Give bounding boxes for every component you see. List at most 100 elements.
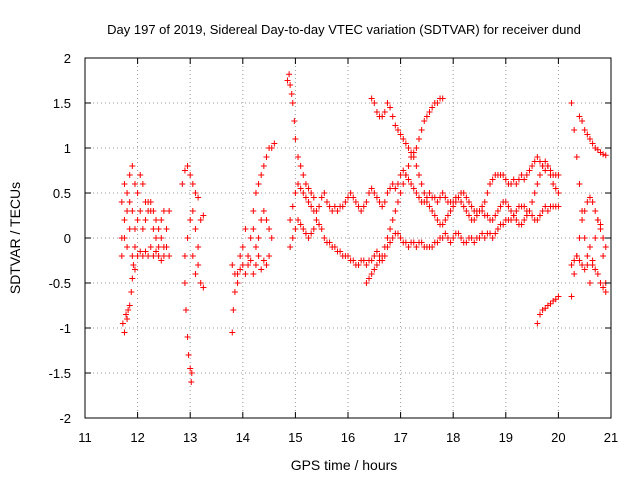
data-point	[387, 185, 394, 192]
data-point	[536, 158, 543, 165]
data-point	[255, 253, 262, 259]
data-point	[305, 235, 312, 241]
data-point	[581, 235, 588, 241]
data-point	[192, 190, 199, 196]
data-point	[465, 199, 472, 205]
data-point	[455, 194, 462, 201]
data-point	[402, 239, 409, 246]
data-point	[447, 208, 454, 214]
data-point	[255, 235, 262, 241]
data-point	[460, 203, 467, 210]
data-point	[600, 151, 607, 158]
data-point	[434, 239, 441, 246]
data-point	[284, 77, 291, 84]
data-point	[160, 253, 167, 259]
data-point	[252, 262, 259, 268]
data-point	[129, 163, 136, 169]
data-point	[258, 266, 265, 273]
data-point	[468, 203, 475, 210]
data-point	[289, 203, 296, 210]
data-point	[160, 208, 167, 214]
data-point	[139, 181, 146, 187]
data-point	[379, 203, 386, 210]
data-point	[529, 199, 536, 205]
data-point	[600, 284, 607, 291]
data-point	[576, 113, 583, 120]
data-point	[468, 235, 475, 241]
data-point	[529, 212, 536, 219]
data-point	[523, 172, 530, 178]
data-point	[489, 217, 496, 223]
data-point	[387, 239, 394, 246]
data-point	[286, 71, 293, 78]
data-point	[589, 199, 596, 205]
data-point	[536, 172, 543, 178]
data-point	[150, 253, 157, 259]
data-point	[421, 190, 428, 196]
data-point	[316, 203, 323, 210]
data-point	[337, 248, 344, 255]
data-point	[297, 221, 304, 228]
data-point	[542, 167, 549, 174]
data-point	[292, 226, 299, 232]
data-point	[242, 226, 249, 232]
y-tick-label: -1	[59, 321, 71, 336]
data-point	[410, 239, 417, 246]
data-point	[584, 131, 591, 138]
data-point	[389, 113, 396, 120]
data-point	[531, 158, 538, 165]
data-point	[394, 127, 401, 133]
data-point	[376, 257, 383, 264]
data-point	[139, 226, 146, 232]
data-point	[579, 262, 586, 268]
data-point	[500, 172, 507, 178]
data-point	[484, 212, 491, 219]
data-point	[129, 275, 136, 282]
data-point	[602, 244, 609, 250]
data-point	[589, 257, 596, 264]
data-point	[297, 163, 304, 169]
chart-title: Day 197 of 2019, Sidereal Day-to-day VTE…	[107, 22, 581, 37]
data-point	[505, 203, 512, 210]
data-point	[125, 307, 132, 313]
data-point	[188, 370, 195, 376]
data-point	[416, 194, 423, 201]
data-point	[521, 203, 528, 210]
data-point	[508, 181, 515, 187]
data-point	[189, 208, 196, 214]
data-point	[381, 199, 388, 205]
data-point	[300, 172, 307, 178]
data-point	[292, 136, 299, 142]
data-point	[568, 100, 575, 106]
data-point	[352, 199, 359, 205]
data-point	[158, 257, 165, 264]
data-point	[586, 244, 593, 250]
data-point	[358, 208, 365, 214]
data-point	[429, 208, 436, 214]
data-point	[163, 226, 170, 232]
data-point	[131, 244, 138, 250]
data-point	[602, 289, 609, 295]
data-point	[423, 113, 430, 120]
data-point	[255, 181, 262, 187]
data-point	[247, 257, 254, 264]
data-point	[145, 253, 152, 259]
x-tick-label: 21	[604, 430, 618, 445]
data-point	[429, 104, 436, 111]
data-point	[602, 152, 609, 159]
data-point	[231, 289, 238, 295]
data-point	[368, 185, 375, 192]
data-point	[513, 208, 520, 214]
data-point	[184, 163, 191, 169]
data-point	[373, 262, 380, 268]
data-point	[594, 271, 601, 277]
data-point	[318, 226, 325, 232]
data-point	[521, 176, 528, 183]
data-point	[308, 230, 315, 237]
data-point	[142, 217, 149, 223]
x-tick-label: 13	[183, 430, 197, 445]
data-point	[321, 190, 328, 196]
data-point	[300, 226, 307, 232]
data-point	[402, 172, 409, 178]
data-point	[489, 235, 496, 241]
